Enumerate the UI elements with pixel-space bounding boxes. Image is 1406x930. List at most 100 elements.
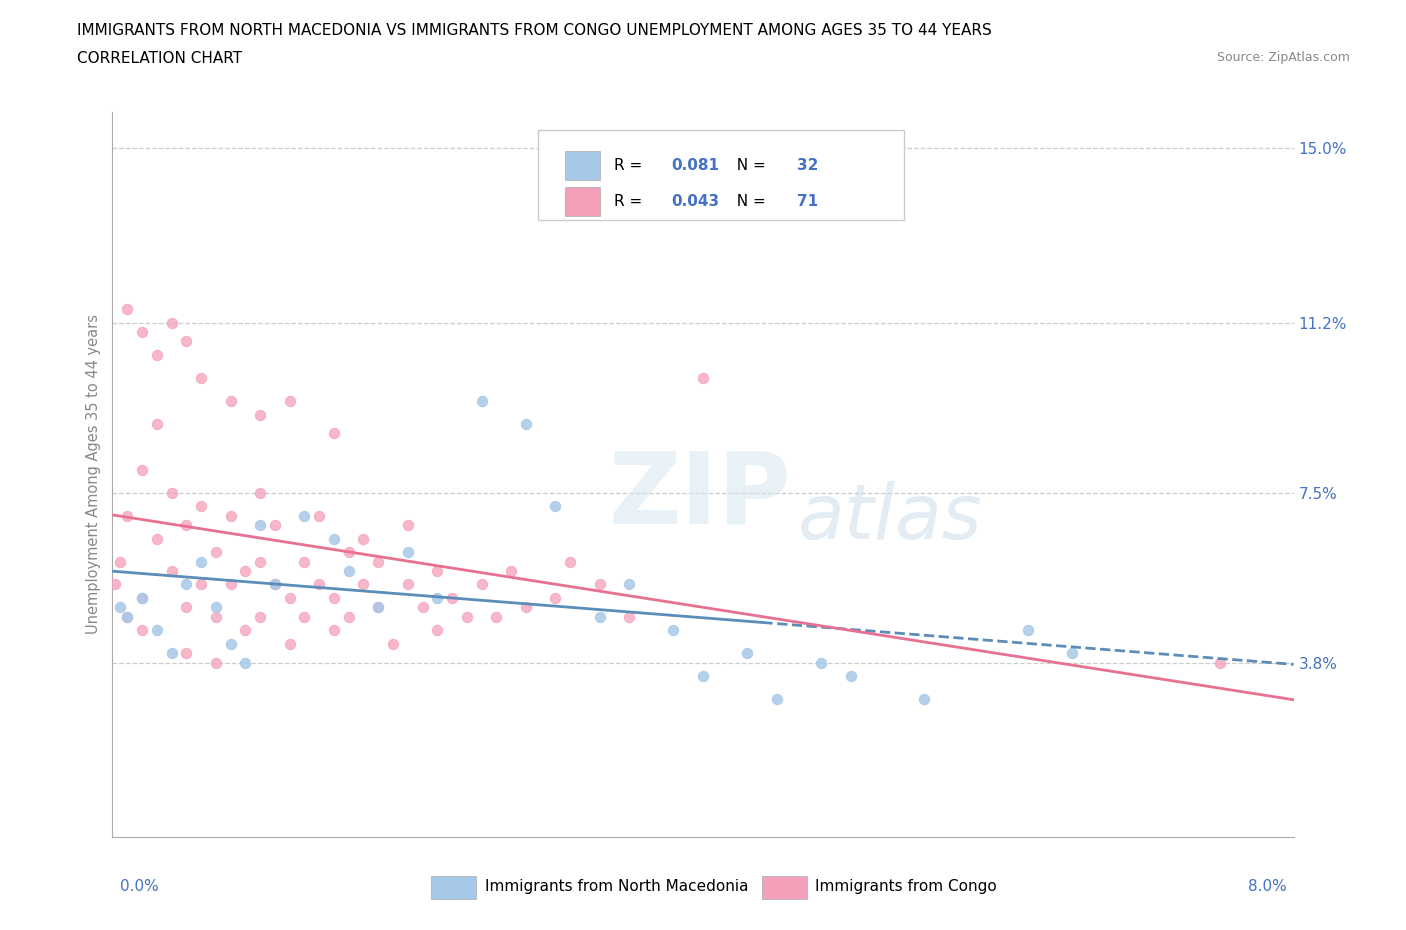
Text: N =: N =	[727, 157, 770, 173]
Point	[323, 531, 346, 546]
Point	[205, 545, 228, 560]
Text: R =: R =	[614, 157, 648, 173]
Text: N =: N =	[727, 194, 770, 209]
Point	[190, 499, 212, 514]
Point	[367, 600, 389, 615]
Point	[219, 393, 242, 408]
Text: R =: R =	[614, 194, 648, 209]
Text: 32: 32	[797, 157, 818, 173]
Text: CORRELATION CHART: CORRELATION CHART	[77, 51, 242, 66]
Point	[292, 508, 315, 523]
Point	[396, 517, 419, 532]
Point	[249, 407, 271, 422]
Point	[278, 393, 301, 408]
Y-axis label: Unemployment Among Ages 35 to 44 years: Unemployment Among Ages 35 to 44 years	[86, 314, 101, 634]
Point	[205, 600, 228, 615]
Point	[190, 554, 212, 569]
Point	[205, 609, 228, 624]
Point	[233, 564, 256, 578]
Point	[278, 637, 301, 652]
Point	[765, 692, 787, 707]
Point	[131, 623, 153, 638]
Point	[352, 577, 374, 591]
Point	[352, 531, 374, 546]
Point	[323, 623, 346, 638]
Point	[117, 609, 138, 624]
Point	[839, 669, 862, 684]
Point	[619, 609, 641, 624]
Point	[560, 554, 582, 569]
Text: Source: ZipAtlas.com: Source: ZipAtlas.com	[1216, 51, 1350, 64]
Text: IMMIGRANTS FROM NORTH MACEDONIA VS IMMIGRANTS FROM CONGO UNEMPLOYMENT AMONG AGES: IMMIGRANTS FROM NORTH MACEDONIA VS IMMIG…	[77, 23, 993, 38]
Point	[131, 591, 153, 605]
Point	[396, 545, 419, 560]
Point	[1062, 646, 1084, 661]
Text: 71: 71	[797, 194, 818, 209]
Point	[278, 591, 301, 605]
Point	[190, 370, 212, 385]
Point	[264, 577, 287, 591]
Point	[544, 499, 567, 514]
Text: 0.081: 0.081	[671, 157, 718, 173]
Point	[1208, 655, 1232, 670]
Point	[249, 554, 271, 569]
Point	[441, 591, 464, 605]
Bar	[432, 876, 477, 899]
Point	[104, 577, 127, 591]
Point	[233, 623, 256, 638]
Point	[131, 325, 153, 339]
Point	[174, 600, 197, 615]
Point	[396, 577, 419, 591]
Text: 8.0%: 8.0%	[1247, 879, 1286, 894]
Point	[108, 600, 131, 615]
Point	[160, 564, 183, 578]
Point	[117, 609, 138, 624]
Text: ZIP: ZIP	[609, 447, 792, 545]
Point	[249, 517, 271, 532]
Point	[1017, 623, 1039, 638]
Bar	[565, 151, 600, 179]
Point	[456, 609, 478, 624]
FancyBboxPatch shape	[537, 130, 904, 220]
Point	[146, 348, 169, 363]
Point	[471, 393, 494, 408]
Text: Immigrants from North Macedonia: Immigrants from North Macedonia	[485, 879, 748, 894]
Point	[219, 577, 242, 591]
Point	[515, 600, 537, 615]
Point	[914, 692, 936, 707]
Point	[190, 577, 212, 591]
Point	[308, 577, 330, 591]
Text: atlas: atlas	[797, 481, 981, 555]
Point	[308, 508, 330, 523]
Bar	[565, 187, 600, 217]
Point	[174, 577, 197, 591]
Point	[146, 417, 169, 432]
Point	[426, 623, 449, 638]
Point	[233, 655, 256, 670]
Point	[588, 577, 610, 591]
Point	[292, 609, 315, 624]
Point	[264, 577, 287, 591]
Point	[249, 485, 271, 500]
Point	[205, 655, 228, 670]
Point	[292, 554, 315, 569]
Point	[588, 609, 610, 624]
Point	[174, 517, 197, 532]
Point	[249, 609, 271, 624]
Bar	[762, 876, 807, 899]
Point	[737, 646, 759, 661]
Point	[426, 564, 449, 578]
Point	[131, 462, 153, 477]
Point	[662, 623, 685, 638]
Point	[337, 564, 360, 578]
Point	[219, 508, 242, 523]
Point	[485, 609, 508, 624]
Point	[117, 508, 138, 523]
Point	[501, 564, 523, 578]
Point	[323, 591, 346, 605]
Point	[264, 517, 287, 532]
Point	[174, 334, 197, 349]
Point	[146, 531, 169, 546]
Point	[219, 637, 242, 652]
Point	[412, 600, 434, 615]
